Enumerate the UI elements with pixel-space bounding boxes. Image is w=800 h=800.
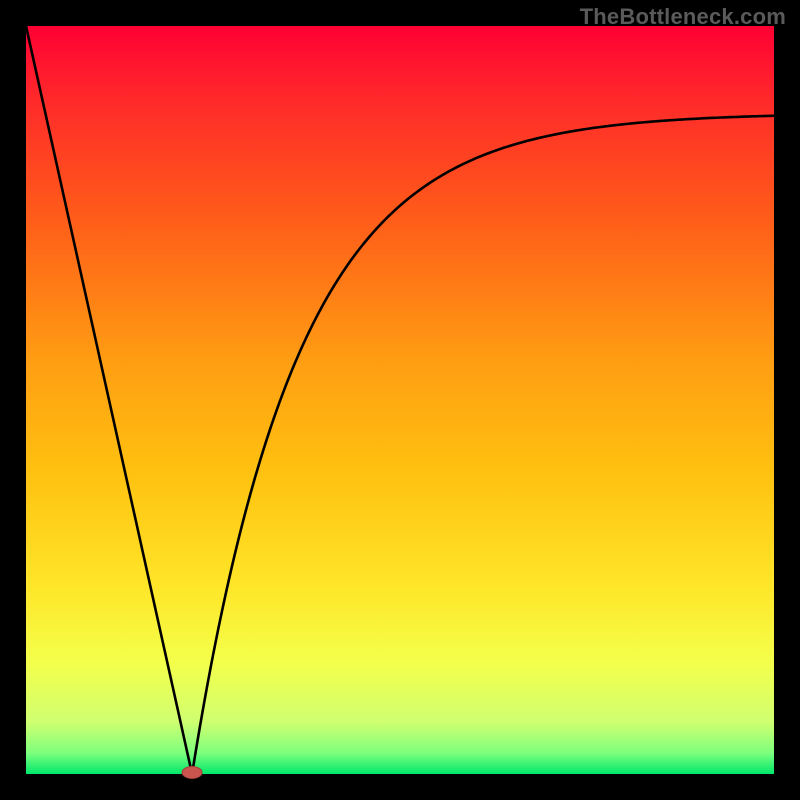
watermark-text: TheBottleneck.com — [580, 4, 786, 30]
optimum-marker — [182, 767, 202, 779]
plot-background — [26, 26, 774, 774]
